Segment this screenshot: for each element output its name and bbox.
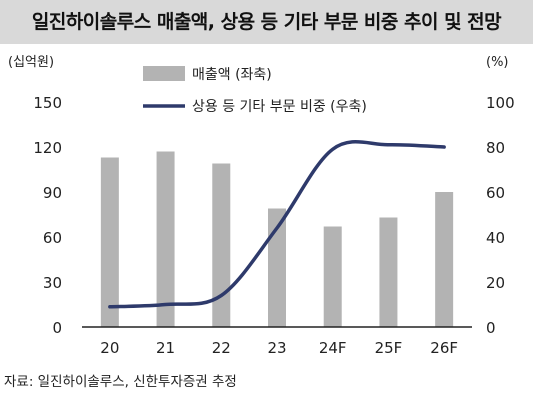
chart: (십억원) (%) 0 30 60 90 120 150 0 20 40 60 80 100 20 21 22 2… <box>8 55 515 357</box>
bar <box>323 226 342 327</box>
bar <box>268 208 286 327</box>
legend-bar-swatch <box>143 66 185 81</box>
right-tick-label: 100 <box>486 94 515 112</box>
left-tick-label: 120 <box>33 139 62 157</box>
left-tick-label: 150 <box>33 94 62 112</box>
x-tick-label: 25F <box>375 339 403 357</box>
chart-title: 일진하이솔루스 매출액, 상용 등 기타 부문 비중 추이 및 전망 <box>31 11 502 33</box>
source-note: 자료: 일진하이솔루스, 신한투자증권 추정 <box>4 374 237 390</box>
right-tick-label: 20 <box>486 274 505 292</box>
left-tick-label: 90 <box>43 184 62 202</box>
x-tick-label: 24F <box>319 339 347 357</box>
legend-line-label: 상용 등 기타 부문 비중 (우축) <box>192 99 367 115</box>
right-tick-label: 60 <box>486 184 505 202</box>
left-tick-label: 30 <box>43 274 62 292</box>
title-bar <box>0 0 533 44</box>
right-tick-label: 40 <box>486 229 505 247</box>
legend-bar-label: 매출액 (좌축) <box>192 67 272 83</box>
bar <box>435 192 454 327</box>
bar <box>379 217 398 327</box>
left-tick-label: 0 <box>52 319 62 337</box>
left-axis-unit: (십억원) <box>8 55 54 70</box>
x-tick-label: 21 <box>156 339 175 357</box>
bar <box>156 151 175 327</box>
right-tick-label: 0 <box>486 319 496 337</box>
bar <box>100 157 119 327</box>
bar <box>212 163 231 327</box>
x-tick-label: 20 <box>100 339 119 357</box>
left-tick-label: 60 <box>43 229 62 247</box>
x-tick-label: 26F <box>430 339 458 357</box>
x-tick-label: 23 <box>267 339 286 357</box>
x-tick-label: 22 <box>212 339 231 357</box>
right-tick-label: 80 <box>486 139 505 157</box>
right-axis-unit: (%) <box>486 55 509 70</box>
